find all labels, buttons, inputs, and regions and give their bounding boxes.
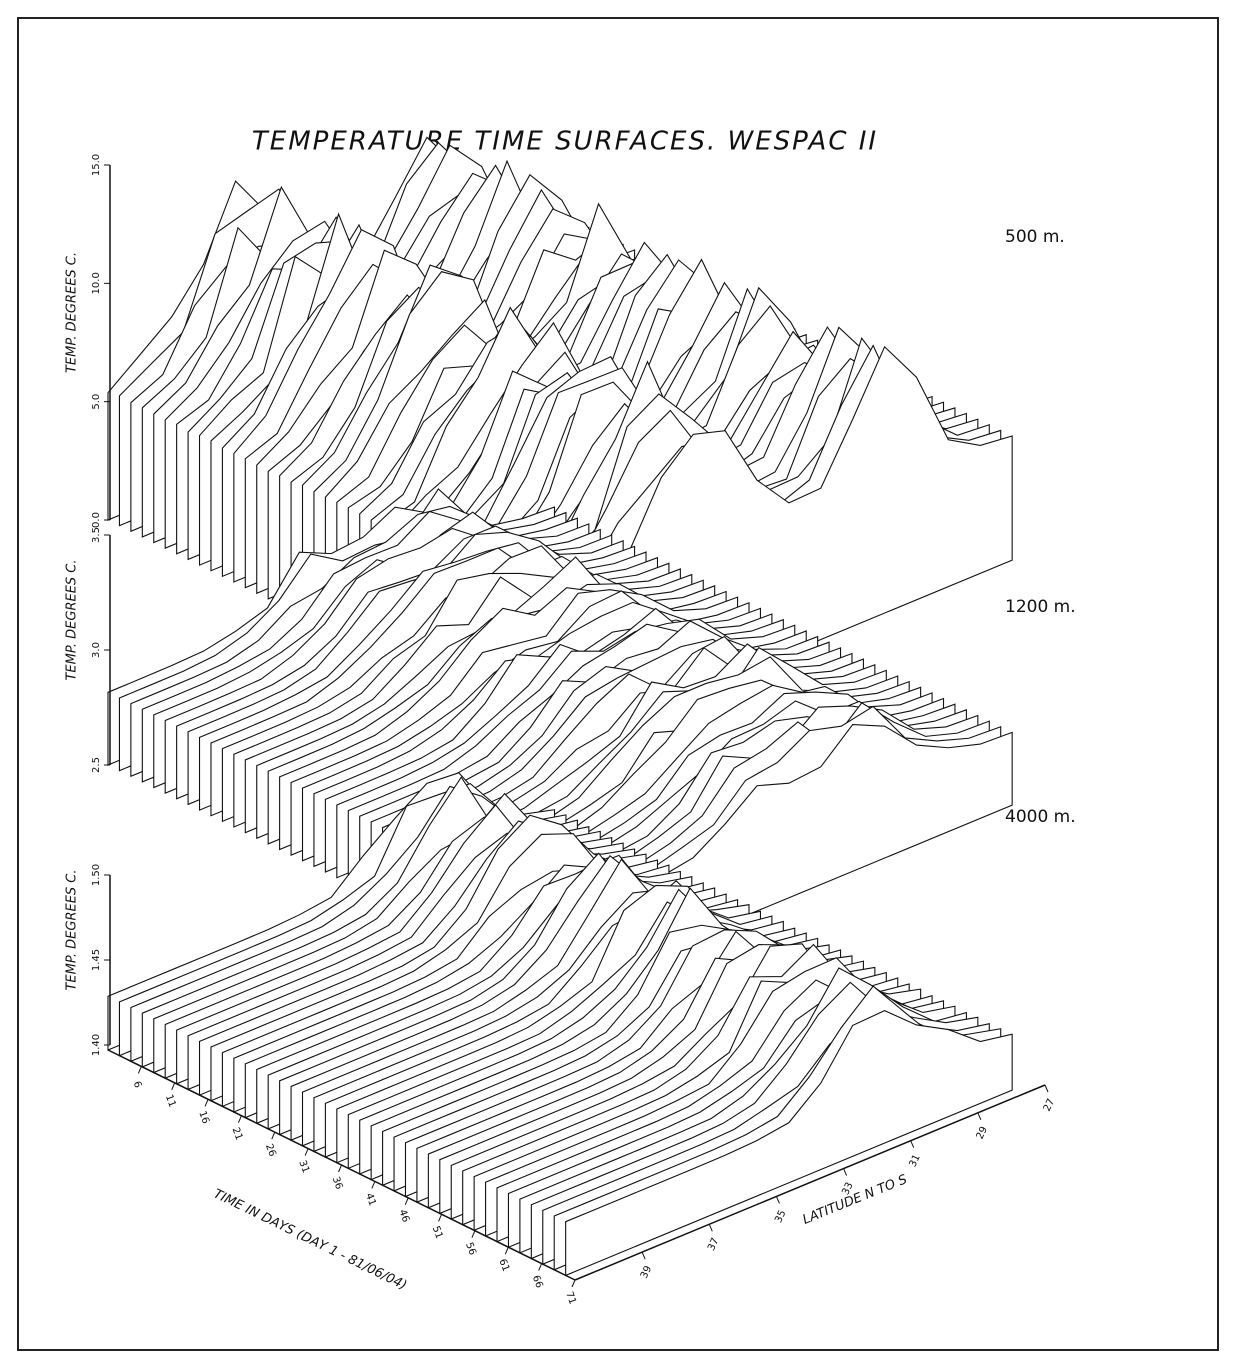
x-tick [304, 1148, 309, 1156]
y-tick-label: 15.0 [91, 154, 102, 176]
z-tick-label: 31 [907, 1153, 922, 1169]
y-tick-label: 2.5 [91, 757, 102, 773]
x-tick-label: 41 [363, 1192, 378, 1208]
x-tick-label: 46 [396, 1208, 411, 1224]
x-tick-label: 56 [463, 1241, 478, 1257]
x-tick-label: 16 [196, 1110, 211, 1126]
z-tick-label: 29 [975, 1125, 990, 1141]
z-tick [641, 1251, 646, 1260]
z-axis [574, 1084, 1046, 1281]
x-tick-label: 71 [563, 1290, 578, 1306]
z-tick [775, 1196, 780, 1204]
y-tick-label: 1.50 [91, 864, 102, 886]
z-tick [1044, 1084, 1049, 1093]
z-tick [977, 1112, 982, 1121]
depth-label: 4000 m. [1005, 807, 1076, 827]
z-tick [910, 1140, 915, 1148]
x-tick-label: 21 [230, 1126, 245, 1142]
surface-wireframe [565, 1010, 1013, 1277]
x-tick-label: 61 [496, 1257, 511, 1273]
x-tick [504, 1246, 509, 1255]
x-tick [471, 1230, 476, 1238]
z-tick-label: 37 [706, 1236, 721, 1252]
x-tick [438, 1214, 443, 1222]
x-tick-label: 11 [163, 1093, 178, 1109]
z-tick-label: 39 [639, 1264, 654, 1280]
z-tick-label: 27 [1042, 1097, 1057, 1113]
x-tick [338, 1164, 342, 1173]
z-tick-label: 35 [773, 1209, 788, 1225]
x-tick [171, 1082, 176, 1091]
x-tick-label: 6 [131, 1080, 144, 1090]
y-tick-label: 1.45 [91, 949, 102, 971]
x-tick [204, 1099, 209, 1107]
y-tick-label: 1.40 [91, 1034, 102, 1056]
depth-label: 500 m. [1005, 227, 1065, 247]
z-tick-label: 33 [840, 1181, 855, 1197]
surfaces [107, 136, 1013, 1277]
x-tick [404, 1197, 409, 1206]
y-tick-label: 0.0 [91, 512, 102, 528]
z-tick [708, 1224, 713, 1232]
x-tick [137, 1066, 142, 1074]
x-tick-label: 66 [530, 1274, 545, 1290]
depth-label: 1200 m. [1005, 597, 1076, 617]
x-tick-label: 26 [263, 1142, 278, 1158]
x-tick-label: 51 [430, 1225, 445, 1241]
y-tick-label: 5.0 [91, 394, 102, 410]
x-tick [538, 1263, 543, 1271]
x-tick [371, 1181, 376, 1189]
y-tick-label: 10.0 [91, 272, 102, 294]
x-tick-label: 31 [296, 1159, 311, 1175]
chart-title: TEMPERATURE TIME SURFACES. WESPAC II [252, 127, 878, 157]
y-tick-label: 3.5 [91, 527, 102, 543]
y-tick-label: 3.0 [91, 642, 102, 658]
x-tick [237, 1115, 242, 1123]
z-tick [843, 1168, 848, 1176]
x-tick [571, 1279, 576, 1288]
x-tick-label: 36 [330, 1175, 345, 1191]
y-axis-title: TEMP. DEGREES C. [65, 559, 80, 680]
x-tick [271, 1131, 276, 1140]
y-axis-title: TEMP. DEGREES C. [65, 869, 80, 990]
y-axis-title: TEMP. DEGREES C. [65, 252, 80, 373]
